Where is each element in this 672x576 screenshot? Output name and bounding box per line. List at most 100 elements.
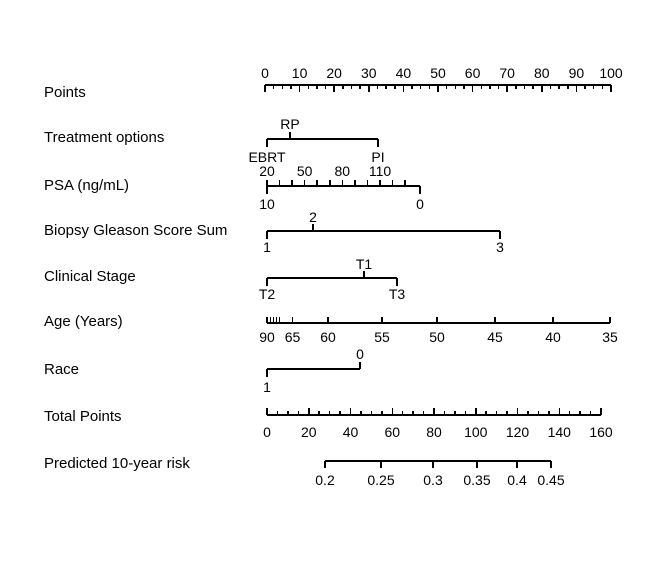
tick-label: 50 — [430, 65, 446, 81]
tick — [368, 85, 370, 92]
tick-label: 60 — [320, 328, 336, 345]
tick — [307, 85, 310, 89]
tick — [316, 85, 318, 89]
tick — [401, 411, 404, 415]
tick — [266, 317, 268, 323]
tick — [266, 186, 268, 194]
tick — [266, 179, 268, 186]
tick — [366, 179, 369, 186]
tick — [575, 85, 578, 92]
tick-label: 55 — [374, 328, 390, 345]
tick — [443, 411, 446, 415]
tick-label: 0.25 — [367, 472, 395, 488]
tick-label: 60 — [464, 65, 481, 81]
tick — [287, 411, 289, 415]
tick — [308, 408, 310, 415]
tick — [548, 411, 550, 415]
tick — [516, 461, 518, 468]
tick — [568, 411, 571, 415]
axis-line-treatment — [267, 138, 378, 140]
tick-label: 40 — [342, 424, 359, 440]
tick — [266, 369, 268, 377]
tick-label: 120 — [505, 424, 530, 440]
axis-line-gleason — [267, 230, 500, 232]
axis-line-race — [267, 368, 360, 370]
axis-title-total-points: Total Points — [44, 408, 122, 425]
axis-line-risk — [325, 460, 551, 462]
tick-label: 50 — [296, 162, 313, 179]
tick — [359, 85, 361, 89]
tick — [290, 85, 292, 89]
tick-label: 0.2 — [315, 472, 335, 488]
tick — [495, 411, 498, 415]
tick-label: 60 — [384, 424, 401, 440]
tick-label: 65 — [284, 328, 301, 345]
tick — [275, 317, 278, 323]
tick-label: 10 — [291, 65, 308, 81]
tick — [391, 408, 394, 415]
tick — [289, 132, 291, 139]
axis-line-age — [267, 322, 610, 324]
tick — [428, 85, 431, 89]
tick — [471, 85, 474, 92]
tick — [436, 317, 438, 323]
tick — [266, 278, 268, 286]
tick — [411, 85, 413, 89]
tick — [584, 85, 586, 89]
tick-label: T2 — [258, 286, 276, 302]
tick — [404, 179, 406, 186]
tick — [350, 85, 353, 89]
tick-label: 30 — [361, 65, 377, 81]
tick-label: 110 — [368, 162, 392, 179]
tick — [324, 461, 326, 468]
tick — [523, 85, 526, 89]
tick — [567, 85, 569, 89]
tick — [480, 85, 483, 89]
tick-label: 90 — [568, 65, 585, 81]
tick — [558, 408, 561, 415]
tick — [506, 85, 508, 92]
tick — [437, 85, 439, 92]
tick — [276, 411, 279, 415]
axis-title-race: Race — [44, 361, 80, 378]
tick-label: 50 — [429, 328, 445, 345]
tick-label: 80 — [534, 65, 550, 81]
tick — [499, 231, 501, 239]
tick — [266, 139, 268, 147]
axis-title-treatment: Treatment options — [44, 129, 165, 146]
tick-label: 100 — [464, 424, 488, 440]
axis-title-points: Points — [44, 83, 86, 101]
tick-label: 90 — [259, 328, 275, 345]
tick — [380, 461, 382, 468]
tick — [329, 179, 331, 186]
tick-label: 40 — [545, 328, 561, 345]
tick-label: PI — [371, 149, 385, 165]
tick — [278, 179, 281, 186]
tick-label: 20 — [259, 162, 275, 179]
tick-label: 0.35 — [463, 472, 491, 488]
tick — [342, 85, 344, 89]
tick — [327, 317, 329, 323]
tick — [266, 231, 268, 239]
tick — [396, 278, 398, 286]
tick-label: 0 — [356, 346, 364, 362]
tick — [601, 85, 604, 89]
tick — [537, 411, 540, 415]
tick — [391, 179, 394, 186]
tick — [316, 179, 318, 186]
tick — [489, 85, 491, 89]
tick — [333, 85, 335, 92]
axis-line-psa — [267, 185, 420, 187]
tick — [419, 85, 422, 89]
tick — [377, 139, 379, 147]
tick — [359, 362, 361, 369]
tick-label: 0 — [261, 65, 269, 81]
axis-title-clinical-stage: Clinical Stage — [44, 268, 136, 285]
tick — [394, 85, 396, 89]
tick — [324, 85, 327, 89]
tick — [381, 317, 383, 323]
tick — [291, 179, 293, 186]
tick-label: 45 — [487, 328, 503, 345]
tick-label: 0.45 — [537, 472, 565, 488]
tick — [264, 85, 266, 92]
